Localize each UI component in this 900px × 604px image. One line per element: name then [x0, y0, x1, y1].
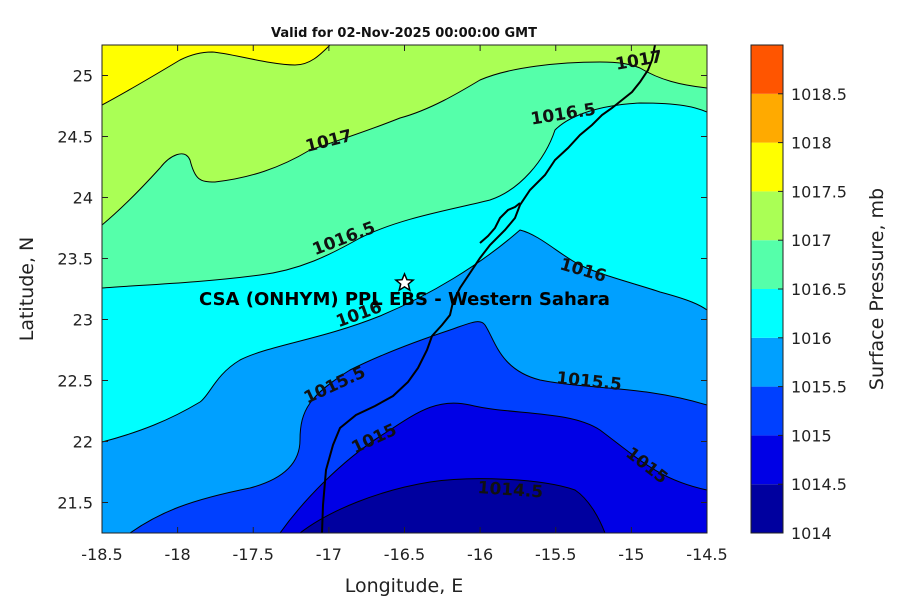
- colorbar-swatch: [751, 240, 783, 289]
- colorbar-swatch: [751, 386, 783, 436]
- colorbar: 1014 1014.5 1015 1015.5 1016 1016.5 1017 1017.5…: [750, 44, 847, 543]
- x-tick-label: -18: [165, 545, 191, 564]
- colorbar-swatch: [751, 45, 783, 94]
- colorbar-tick-label: 1016.5: [791, 280, 847, 299]
- colorbar-swatch: [751, 484, 783, 533]
- colorbar-swatch: [751, 191, 783, 241]
- colorbar-tick-label: 1018: [791, 134, 832, 153]
- colorbar-tick-label: 1016: [791, 329, 832, 348]
- y-tick-label: 23: [73, 311, 93, 330]
- x-tick-label: -16: [467, 545, 493, 564]
- pressure-bands: [102, 45, 707, 533]
- x-axis: -18.5 -18 -17.5 -17 -16.5 -16 -15.5 -15 -14.5: [81, 45, 728, 564]
- x-tick-label: -17.5: [233, 545, 274, 564]
- colorbar-swatch: [751, 93, 783, 143]
- contour-1014-5: [299, 478, 606, 533]
- y-axis-label: Latitude, N: [16, 237, 38, 342]
- chart-title: Valid for 02-Nov-2025 00:00:00 GMT: [271, 26, 537, 41]
- colorbar-swatch: [751, 289, 783, 338]
- x-tick-label: -16.5: [384, 545, 425, 564]
- station-label: CSA (ONHYM) PPL EBS - Western Sahara: [199, 289, 610, 310]
- colorbar-tick-label: 1015: [791, 426, 832, 445]
- colorbar-tick-label: 1017.5: [791, 182, 847, 201]
- x-tick-label: -15.5: [535, 545, 576, 564]
- contour-1015-5: [129, 321, 707, 533]
- colorbar-swatch: [751, 142, 783, 192]
- x-axis-label: Longitude, E: [345, 575, 464, 597]
- x-tick-label: -14.5: [686, 545, 727, 564]
- band-1017-5: [102, 45, 330, 105]
- contour-1017-5: [102, 45, 331, 106]
- y-axis: 21.5 22 22.5 23 23.5 24 24.5 25: [57, 67, 707, 513]
- y-tick-label: 24.5: [57, 128, 93, 147]
- coastline-main: [321, 45, 656, 533]
- colorbar-tick-label: 1015.5: [791, 378, 847, 397]
- y-tick-label: 25: [73, 67, 93, 86]
- contour-1015: [279, 402, 707, 533]
- x-tick-label: -18.5: [81, 545, 122, 564]
- station-star-icon: [393, 271, 416, 292]
- colorbar-swatch: [751, 337, 783, 387]
- contour-1016: [102, 229, 707, 443]
- colorbar-tick-label: 1017: [791, 231, 832, 250]
- band-1017: [102, 45, 707, 225]
- y-tick-label: 21.5: [57, 494, 93, 513]
- colorbar-tick-label: 1014.5: [791, 475, 847, 494]
- y-tick-label: 24: [73, 189, 93, 208]
- station-marker-group: CSA (ONHYM) PPL EBS - Western Sahara: [199, 271, 610, 310]
- y-tick-label: 22: [73, 433, 93, 452]
- x-tick-label: -15: [618, 545, 644, 564]
- y-tick-label: 23.5: [57, 250, 93, 269]
- contour-1017: [102, 61, 707, 226]
- contour-label: 1014.5: [477, 478, 544, 503]
- coastline-peninsula: [479, 202, 521, 244]
- colorbar-label: Surface Pressure, mb: [866, 188, 888, 390]
- colorbar-tick-label: 1014: [791, 524, 832, 543]
- y-tick-label: 22.5: [57, 372, 93, 391]
- contour-lines: [102, 45, 707, 533]
- x-tick-label: -17: [316, 545, 342, 564]
- contour-1016-5: [102, 102, 707, 289]
- colorbar-swatch: [751, 435, 783, 485]
- colorbar-tick-label: 1018.5: [791, 85, 847, 104]
- coastline: [321, 45, 656, 533]
